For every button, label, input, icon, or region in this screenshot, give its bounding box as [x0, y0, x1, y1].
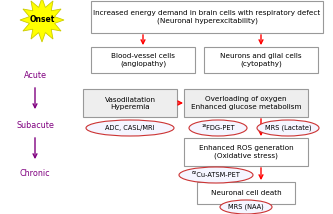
- Text: Chronic: Chronic: [20, 168, 50, 177]
- Text: Neurons and glial cells
(cytopathy): Neurons and glial cells (cytopathy): [220, 53, 302, 67]
- Text: ADC, CASL/MRI: ADC, CASL/MRI: [105, 125, 155, 131]
- Text: Subacute: Subacute: [16, 122, 54, 131]
- FancyBboxPatch shape: [184, 89, 308, 117]
- FancyBboxPatch shape: [83, 89, 177, 117]
- Ellipse shape: [257, 120, 319, 136]
- Text: Enhanced ROS generation
(Oxidative stress): Enhanced ROS generation (Oxidative stres…: [199, 145, 293, 159]
- Text: MRS (Lactate): MRS (Lactate): [265, 125, 311, 131]
- FancyBboxPatch shape: [91, 47, 195, 73]
- Text: MRS (NAA): MRS (NAA): [228, 204, 264, 210]
- FancyBboxPatch shape: [197, 182, 295, 204]
- Text: Increased energy demand in brain cells with respiratory defect
(Neuronal hyperex: Increased energy demand in brain cells w…: [93, 10, 321, 24]
- Ellipse shape: [220, 200, 272, 214]
- Text: ¹⁸FDG-PET: ¹⁸FDG-PET: [201, 125, 235, 131]
- Ellipse shape: [189, 120, 247, 136]
- Ellipse shape: [86, 120, 174, 136]
- FancyBboxPatch shape: [91, 1, 323, 33]
- Text: Overloading of oxygen
Enhanced glucose metabolism: Overloading of oxygen Enhanced glucose m…: [191, 97, 301, 110]
- Text: Vasodilatation
Hyperemia: Vasodilatation Hyperemia: [105, 97, 156, 110]
- Text: Onset: Onset: [29, 15, 55, 24]
- FancyBboxPatch shape: [204, 47, 318, 73]
- Text: Neuronal cell death: Neuronal cell death: [211, 190, 281, 196]
- Text: Blood-vessel cells
(angiopathy): Blood-vessel cells (angiopathy): [111, 53, 175, 67]
- Polygon shape: [20, 0, 64, 42]
- Text: Acute: Acute: [24, 71, 47, 80]
- Ellipse shape: [179, 167, 253, 183]
- Text: ⁶²Cu-ATSM-PET: ⁶²Cu-ATSM-PET: [191, 172, 240, 178]
- FancyBboxPatch shape: [184, 138, 308, 166]
